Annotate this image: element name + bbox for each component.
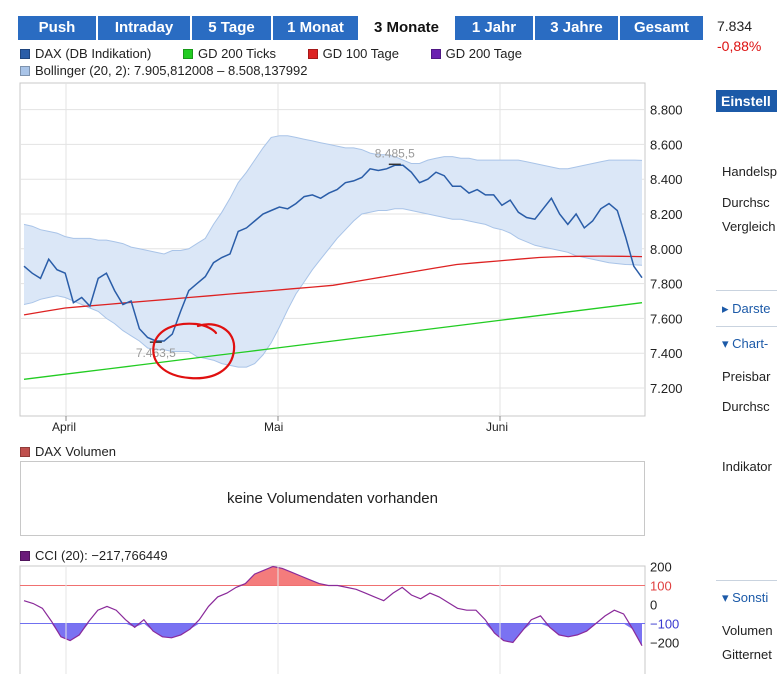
legend-bollinger: Bollinger (20, 2): 7.905,812008 – 8.508,…	[20, 63, 308, 78]
tab-intraday[interactable]: Intraday	[98, 16, 190, 40]
legend-dax: DAX (DB Indikation)	[20, 46, 151, 61]
y-tick-label: 7.800	[650, 277, 683, 292]
legend-dax-swatch	[20, 49, 30, 59]
setting-gitternetz: Gitternet	[722, 647, 772, 662]
dax-price-line	[23, 164, 643, 342]
x-tick-label: Juni	[486, 420, 508, 434]
section-darstellung[interactable]: ▸ Darste	[722, 301, 771, 316]
y-tick-label: 8.800	[650, 103, 683, 118]
panel-divider	[716, 580, 777, 581]
period-tabs: Push Intraday 5 Tage 1 Monat 3 Monate 1 …	[18, 16, 705, 40]
setting-preisbar: Preisbar	[722, 369, 771, 384]
volume-label: DAX Volumen	[35, 444, 116, 459]
price-chart: 8.800 8.600 8.400 8.200 8.000 7.800 7.600 7.400…	[19, 82, 683, 434]
volume-panel: keine Volumendaten vorhanden	[20, 461, 645, 536]
legend-dax-label: DAX (DB Indikation)	[35, 46, 152, 61]
x-tick-label: Mai	[264, 420, 283, 434]
cci-legend: CCI (20): −217,766449	[20, 548, 168, 563]
cci-y-tick-label: 0	[650, 598, 657, 613]
cci-chart: 200 100 0 −100 −200	[19, 560, 679, 674]
gd200-ticks-line	[23, 302, 643, 380]
chart-legend: DAX (DB Indikation) GD 200 Ticks GD 100 …	[20, 46, 550, 61]
cci-y-tick-label: 100	[650, 579, 672, 594]
y-tick-label: 8.600	[650, 137, 683, 152]
volume-empty-text: keine Volumendaten vorhanden	[227, 490, 438, 507]
legend-gd200ticks-swatch	[182, 49, 193, 59]
y-tick-label: 7.200	[650, 381, 683, 396]
cci-label: CCI (20): −217,766449	[35, 548, 168, 563]
price-change: -0,88%	[717, 38, 762, 54]
y-tick-label: 8.000	[650, 242, 683, 257]
cci-oversold-area	[24, 623, 642, 646]
cci-y-tick-label: 200	[650, 560, 672, 575]
setting-vergleich: Vergleich	[722, 219, 776, 234]
tab-3-jahre[interactable]: 3 Jahre	[535, 16, 618, 40]
volume-swatch	[20, 447, 30, 457]
cci-line	[23, 565, 643, 646]
max-value-label: 8.485,5	[375, 146, 415, 160]
bollinger-lower-line	[23, 208, 643, 368]
bollinger-upper-line	[23, 135, 643, 255]
tab-gesamt[interactable]: Gesamt	[620, 16, 703, 40]
tab-1-jahr[interactable]: 1 Jahr	[455, 16, 533, 40]
cci-plot-area	[19, 565, 646, 674]
tab-push[interactable]: Push	[18, 16, 96, 40]
setting-handelsplatz: Handelsp	[722, 164, 777, 179]
tab-5-tage[interactable]: 5 Tage	[192, 16, 271, 40]
panel-divider	[716, 290, 777, 291]
legend-gd100-swatch	[307, 49, 318, 59]
cci-y-tick-label: −200	[650, 636, 679, 651]
y-tick-label: 7.400	[650, 346, 683, 361]
legend-bollinger-label: Bollinger (20, 2): 7.905,812008 – 8.508,…	[35, 63, 308, 78]
legend-gd200ticks: GD 200 Ticks	[182, 46, 276, 61]
section-sonstiges[interactable]: ▾ Sonsti	[722, 590, 769, 605]
setting-durchschnitt: Durchsc	[722, 195, 770, 210]
y-tick-label: 8.200	[650, 207, 683, 222]
tab-1-monat[interactable]: 1 Monat	[273, 16, 358, 40]
legend-gd200-label: GD 200 Tage	[445, 46, 522, 61]
price-value: 7.834	[717, 18, 753, 34]
setting-durchschnitt-2: Durchsc	[722, 399, 770, 414]
min-value-label: 7.463,5	[136, 346, 176, 360]
bollinger-band	[24, 135, 642, 368]
legend-bollinger-swatch	[20, 66, 30, 76]
cci-y-tick-label: −100	[650, 617, 679, 632]
legend-gd100: GD 100 Tage	[307, 46, 399, 61]
legend-gd200-swatch	[430, 49, 441, 59]
volume-legend: DAX Volumen	[20, 444, 116, 459]
cci-swatch	[20, 551, 30, 561]
tab-3-monate[interactable]: 3 Monate	[360, 16, 453, 40]
y-tick-label: 8.400	[650, 172, 683, 187]
legend-gd200ticks-label: GD 200 Ticks	[197, 46, 276, 61]
setting-indikatoren: Indikator	[722, 459, 772, 474]
y-tick-label: 7.600	[650, 311, 683, 326]
panel-divider	[716, 326, 777, 327]
section-chart[interactable]: ▾ Chart-	[722, 336, 769, 351]
settings-panel-header[interactable]: Einstell	[716, 90, 777, 112]
red-highlight-circle	[152, 322, 236, 380]
x-tick-label: April	[52, 420, 76, 434]
setting-volumen: Volumen	[722, 623, 773, 638]
legend-gd200: GD 200 Tage	[430, 46, 522, 61]
legend-gd100-label: GD 100 Tage	[322, 46, 399, 61]
